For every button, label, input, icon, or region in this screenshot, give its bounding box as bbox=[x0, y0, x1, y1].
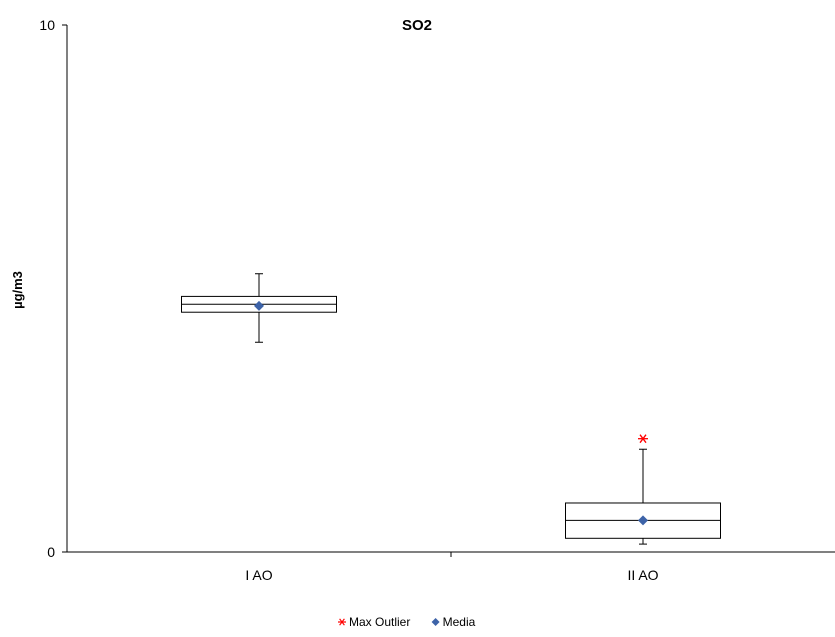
chart-title: SO2 bbox=[402, 17, 432, 34]
mean-marker bbox=[638, 515, 648, 526]
legend-label: Max Outlier bbox=[349, 615, 410, 629]
diamond-icon bbox=[431, 618, 440, 626]
asterisk-icon bbox=[338, 618, 346, 626]
legend-label: Media bbox=[443, 615, 476, 629]
legend-item-2: Media bbox=[431, 615, 476, 629]
mean-marker bbox=[254, 300, 264, 311]
axes: 0 10 I AO II AO bbox=[39, 17, 835, 583]
y-tick-label: 0 bbox=[47, 544, 55, 560]
x-tick-label: II AO bbox=[627, 567, 658, 583]
legend-item-1: Max Outlier bbox=[338, 615, 410, 629]
box-plots bbox=[181, 273, 721, 545]
legend: Max Outlier Media bbox=[338, 615, 476, 629]
x-tick-label: I AO bbox=[245, 567, 272, 583]
box-plot-1 bbox=[181, 273, 337, 343]
y-tick-label: 10 bbox=[39, 17, 55, 33]
max-outlier-marker bbox=[638, 434, 648, 444]
y-axis-label: µg/m3 bbox=[10, 271, 25, 309]
box-plot-2 bbox=[565, 434, 721, 545]
